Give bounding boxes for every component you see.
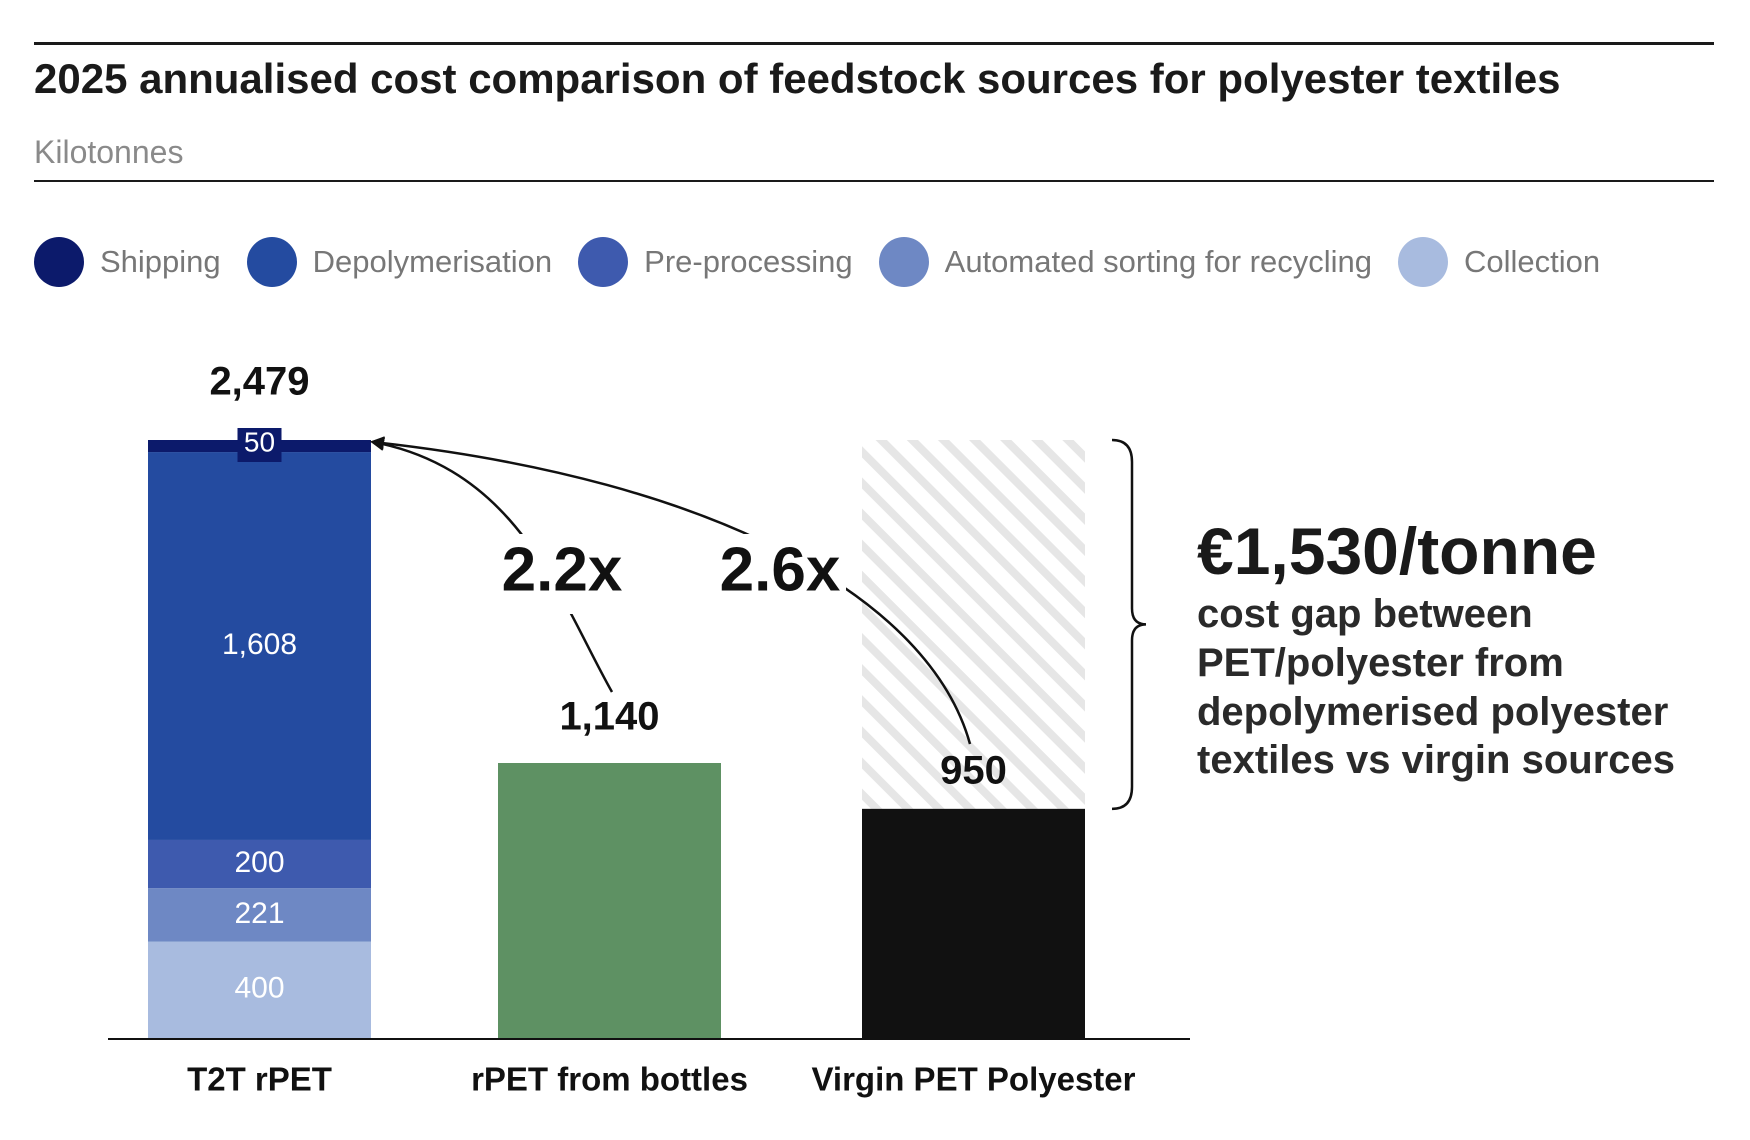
legend-label: Collection xyxy=(1463,244,1601,279)
legend-label: Automated sorting for recycling xyxy=(944,244,1372,279)
legend-swatch-collection xyxy=(1397,237,1448,287)
cost-gap-hatch xyxy=(862,440,1085,809)
category-label: rPET from bottles xyxy=(471,1061,748,1098)
bar-segment-collection xyxy=(148,941,371,1038)
multiplier-background xyxy=(714,534,846,614)
segment-label-background xyxy=(237,428,282,462)
category-label: T2T rPET xyxy=(187,1061,332,1098)
segment-label: 1,608 xyxy=(222,628,297,661)
segment-label: 200 xyxy=(234,846,284,879)
legend-item-shipping: Shipping xyxy=(34,237,221,287)
legend-swatch-automated-sorting xyxy=(878,237,929,287)
legend: Shipping Depolymerisation Pre-processing… xyxy=(34,235,1626,289)
cost-gap-callout: €1,530/tonne cost gap between PET/polyes… xyxy=(1197,518,1737,785)
total-label: 2,479 xyxy=(209,360,309,404)
legend-label: Depolymerisation xyxy=(312,244,553,279)
segment-label: 400 xyxy=(234,972,284,1005)
legend-swatch-shipping xyxy=(34,237,84,287)
segment-label: 221 xyxy=(234,897,284,930)
bar-segment-automated-sorting-for-recycling xyxy=(148,888,371,942)
category-label: Virgin PET Polyester xyxy=(811,1061,1135,1098)
title-rule xyxy=(34,42,1714,45)
subtitle-rule xyxy=(34,180,1714,182)
cost-gap-headline: €1,530/tonne xyxy=(1197,514,1597,588)
multiplier-label: 2.6x xyxy=(720,535,841,604)
legend-swatch-pre-processing xyxy=(578,237,629,287)
legend-item-collection: Collection xyxy=(1397,237,1601,287)
chart-title: 2025 annualised cost comparison of feeds… xyxy=(34,55,1561,102)
legend-label: Pre-processing xyxy=(644,244,853,279)
cost-gap-description: cost gap between PET/polyester from depo… xyxy=(1197,592,1676,783)
bar-rpet-from-bottles xyxy=(498,763,721,1038)
legend-swatch-depolymerisation xyxy=(246,237,297,287)
bar-segment-pre-processing xyxy=(148,839,371,889)
multiplier-background xyxy=(496,534,628,614)
legend-item-automated-sorting: Automated sorting for recycling xyxy=(878,237,1372,287)
chart-subtitle: Kilotonnes xyxy=(34,134,184,170)
segment-label: 50 xyxy=(244,426,275,457)
legend-label: Shipping xyxy=(100,244,221,279)
bar-virgin-pet-polyester xyxy=(862,808,1085,1038)
total-label: 1,140 xyxy=(559,695,659,739)
bar-segment-depolymerisation xyxy=(148,452,371,840)
multiplier-label: 2.2x xyxy=(502,535,623,604)
cost-gap-brace xyxy=(1111,438,1147,811)
legend-item-pre-processing: Pre-processing xyxy=(578,237,853,287)
legend-item-depolymerisation: Depolymerisation xyxy=(246,237,553,287)
total-label: 950 xyxy=(940,748,1007,792)
